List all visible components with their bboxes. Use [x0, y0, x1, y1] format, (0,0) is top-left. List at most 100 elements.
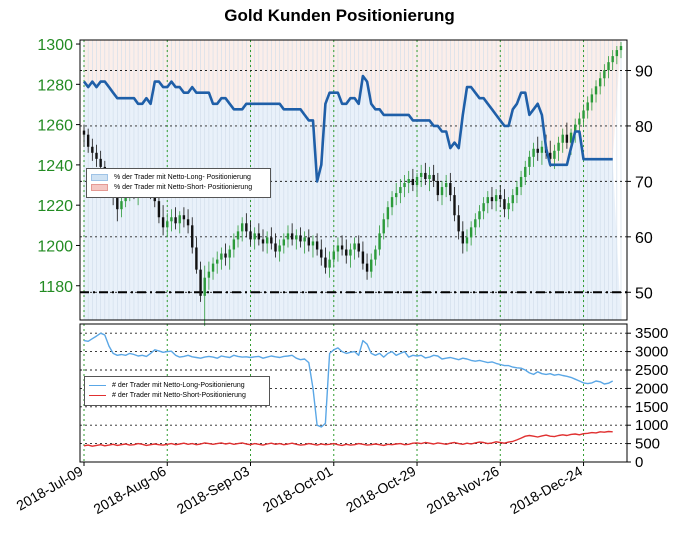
- candle-body: [120, 201, 123, 210]
- candle-body: [549, 152, 552, 159]
- count-axis-label: 3000: [635, 344, 668, 361]
- candle-body: [95, 152, 98, 159]
- candle-body: [245, 223, 248, 232]
- date-axis-label: 2018-Sep-03: [174, 463, 252, 517]
- date-axis-label: 2018-Oct-29: [343, 463, 419, 516]
- candle-body: [507, 203, 510, 210]
- price-axis-label: 1180: [39, 279, 74, 296]
- candle-body: [515, 187, 519, 196]
- candle-body: [274, 243, 277, 252]
- count-axis-label: 1000: [635, 417, 668, 434]
- candle-body: [315, 241, 319, 250]
- percent-axis: 50 60 70 80 90: [627, 63, 653, 302]
- count-axis-label: 3500: [635, 325, 668, 342]
- net-long-area: [84, 76, 621, 320]
- candle-body: [320, 249, 323, 258]
- candle-body: [503, 199, 506, 210]
- candle-body: [511, 195, 514, 204]
- candle-body: [86, 134, 90, 147]
- candle-body: [586, 102, 589, 111]
- candle-body: [336, 245, 340, 252]
- candle-body: [395, 193, 398, 198]
- candle-body: [178, 215, 181, 224]
- candle-body: [474, 219, 477, 228]
- candle-body: [540, 146, 544, 153]
- legend-trader-counts: # der Trader mit Netto-Long-Positionieru…: [84, 376, 270, 406]
- candle-body: [536, 148, 539, 153]
- candle-body: [91, 146, 94, 153]
- date-axis-label: 2018-Jul-09: [13, 463, 85, 514]
- candle-body: [199, 269, 202, 296]
- net-long-percent-line: [82, 74, 613, 183]
- percent-axis-label: 70: [635, 174, 653, 191]
- legend-entry-net-long-count: # der Trader mit Netto-Long-Positionieru…: [89, 380, 264, 390]
- price-axis-label: 1220: [37, 198, 73, 215]
- candle-body: [594, 86, 598, 95]
- price-axis-label: 1280: [37, 77, 73, 94]
- candle-body: [290, 233, 294, 240]
- percent-axis-label: 60: [635, 230, 653, 247]
- date-axis-label: 2018-Oct-01: [260, 463, 336, 516]
- candle-body: [157, 201, 161, 218]
- candle-body: [590, 94, 594, 103]
- candle-body: [311, 241, 315, 246]
- candle-body: [216, 259, 219, 264]
- candle-body: [228, 249, 231, 258]
- candle-body: [195, 247, 198, 270]
- candle-body: [207, 271, 211, 278]
- candle-body: [453, 195, 456, 216]
- candle-body: [519, 176, 523, 188]
- candle-body: [307, 237, 310, 246]
- candle-body: [349, 249, 352, 256]
- candle-body: [253, 233, 256, 240]
- price-panel-frame: [79, 39, 628, 321]
- date-axis-label: 2018-Nov-26: [424, 463, 502, 517]
- candle-body: [428, 174, 431, 179]
- candle-body: [607, 62, 610, 71]
- price-axis-label: 1300: [37, 37, 73, 54]
- legend-swatch-net-short: [91, 183, 108, 191]
- candle-body: [399, 187, 402, 194]
- candle-body: [370, 259, 373, 272]
- candle-body: [186, 219, 190, 226]
- candle-body: [382, 219, 385, 234]
- candle-body: [328, 259, 331, 268]
- candle-body: [224, 253, 227, 258]
- chart-title: Gold Kunden Positionierung: [224, 6, 455, 25]
- candle-body: [557, 142, 560, 151]
- candle-body: [116, 197, 119, 210]
- candle-body: [220, 253, 223, 260]
- candle-body: [278, 245, 281, 252]
- percent-axis-label: 50: [635, 285, 653, 302]
- candle-body: [303, 237, 306, 242]
- candle-body: [569, 132, 573, 143]
- candle-body: [353, 243, 356, 250]
- price-axis-label: 1260: [37, 118, 73, 135]
- date-axis: 2018-Jul-09 2018-Aug-06 2018-Sep-03 2018-Oc…: [13, 462, 585, 517]
- candle-body: [166, 221, 169, 228]
- net-short-area: [84, 40, 621, 182]
- candle-body: [478, 211, 481, 220]
- count-axis-label: 1500: [635, 399, 668, 416]
- candle-body: [482, 203, 485, 212]
- candle-body: [270, 237, 273, 244]
- candle-body: [582, 110, 585, 119]
- candle-body: [282, 239, 286, 246]
- legend-label-net-long-percent: % der Trader mit Netto-Long- Positionier…: [114, 173, 251, 181]
- candle-body: [494, 195, 498, 202]
- candle-body: [578, 118, 581, 125]
- net-long-count-line: [83, 332, 614, 428]
- candle-body: [461, 231, 465, 244]
- candle-body: [191, 225, 194, 248]
- count-axis-label: 500: [635, 436, 660, 453]
- candle-body: [432, 174, 435, 182]
- candle-body: [532, 148, 535, 157]
- candle-body: [386, 207, 390, 220]
- candle-body: [299, 235, 302, 242]
- candle-body: [345, 249, 348, 256]
- candle-body: [524, 166, 527, 177]
- count-axis-label: 2500: [635, 362, 668, 379]
- candle-body: [203, 277, 206, 296]
- legend-label-net-short-percent: % der Trader mit Netto-Short- Positionie…: [114, 183, 253, 191]
